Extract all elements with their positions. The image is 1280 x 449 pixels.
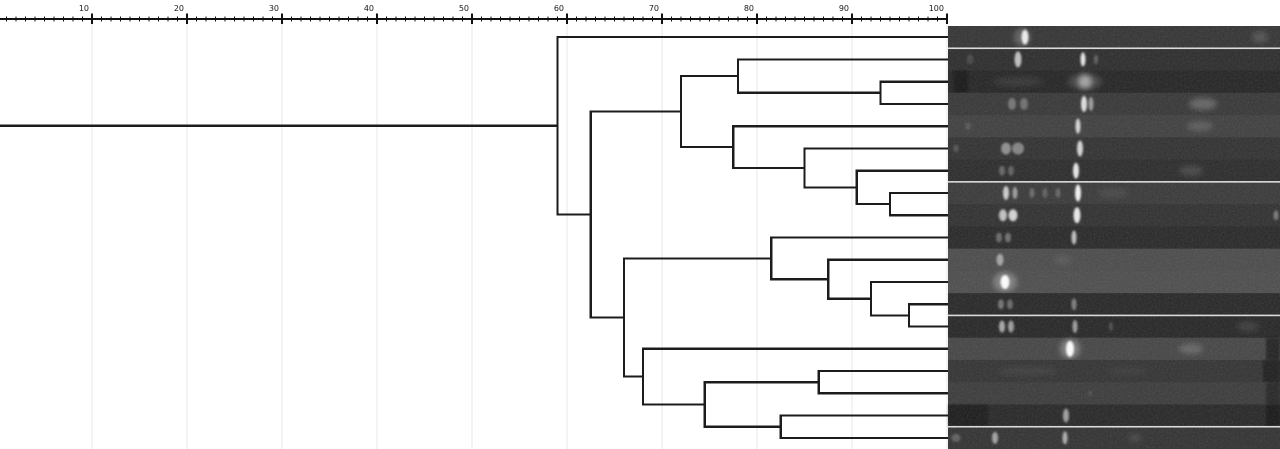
scale-tick-label: 100 [929,4,944,13]
scale-tick-label: 20 [174,4,184,13]
scale-tick-label: 10 [79,4,89,13]
gel-noise-texture [948,26,1280,449]
scale-tick-label: 50 [459,4,469,13]
scale-tick-label: 60 [554,4,564,13]
scale-tick-label: 40 [364,4,374,13]
gel-strip-column [948,26,1280,449]
scale-tick-label: 70 [649,4,659,13]
axis-gridlines [91,23,948,449]
dendrogram-tree [0,36,948,439]
scale-tick-label: 30 [269,4,279,13]
scale-tick-label: 90 [839,4,849,13]
scale-tick-label: 80 [744,4,754,13]
similarity-scale-ruler: 10 20 30 40 50 60 70 80 90 100 [0,4,948,24]
